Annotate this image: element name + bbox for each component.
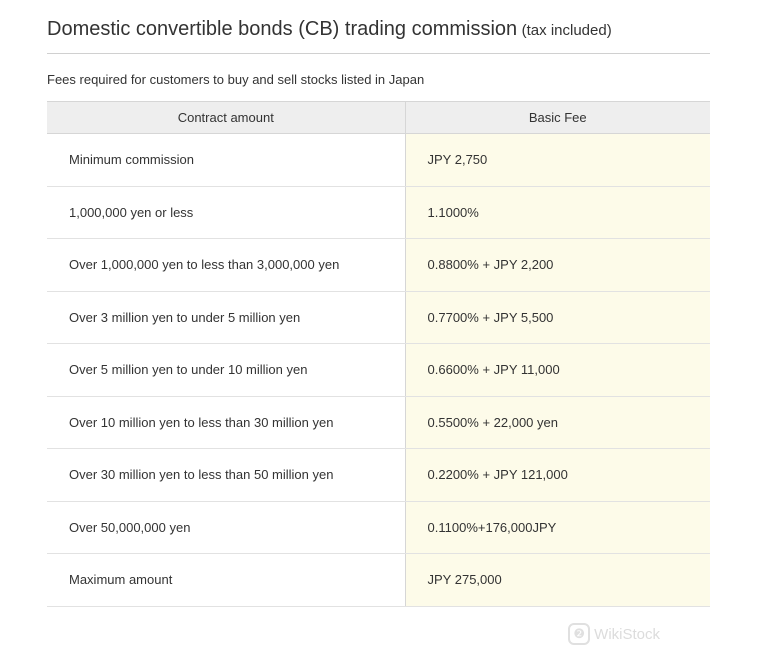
commission-table: Contract amount Basic Fee Minimum commis… xyxy=(47,101,710,607)
table-row: Minimum commission JPY 2,750 xyxy=(47,134,710,187)
cell-contract-amount: Maximum amount xyxy=(47,554,405,607)
cell-contract-amount: Over 5 million yen to under 10 million y… xyxy=(47,344,405,397)
watermark-text: WikiStock xyxy=(594,626,660,643)
page-description: Fees required for customers to buy and s… xyxy=(47,72,710,87)
cell-contract-amount: Minimum commission xyxy=(47,134,405,187)
page-container: { "heading": { "main": "Domestic convert… xyxy=(47,18,710,657)
cell-basic-fee: 0.5500% + 22,000 yen xyxy=(405,396,710,449)
table-row: Maximum amount JPY 275,000 xyxy=(47,554,710,607)
table-row: Over 50,000,000 yen 0.1100%+176,000JPY xyxy=(47,501,710,554)
table-row: Over 3 million yen to under 5 million ye… xyxy=(47,291,710,344)
cell-contract-amount: 1,000,000 yen or less xyxy=(47,186,405,239)
cell-contract-amount: Over 10 million yen to less than 30 mill… xyxy=(47,396,405,449)
table-row: Over 30 million yen to less than 50 mill… xyxy=(47,449,710,502)
cell-basic-fee: 0.7700% + JPY 5,500 xyxy=(405,291,710,344)
watermark: ❷ WikiStock xyxy=(568,623,660,645)
table-header-row: Contract amount Basic Fee xyxy=(47,102,710,134)
cell-basic-fee: 0.6600% + JPY 11,000 xyxy=(405,344,710,397)
cell-contract-amount: Over 50,000,000 yen xyxy=(47,501,405,554)
table-row: 1,000,000 yen or less 1.1000% xyxy=(47,186,710,239)
cell-basic-fee: JPY 275,000 xyxy=(405,554,710,607)
table-header-contract-amount: Contract amount xyxy=(47,102,405,134)
table-row: Over 10 million yen to less than 30 mill… xyxy=(47,396,710,449)
cell-contract-amount: Over 1,000,000 yen to less than 3,000,00… xyxy=(47,239,405,292)
table-header-basic-fee: Basic Fee xyxy=(405,102,710,134)
cell-basic-fee: JPY 2,750 xyxy=(405,134,710,187)
table-row: Over 1,000,000 yen to less than 3,000,00… xyxy=(47,239,710,292)
cell-basic-fee: 0.8800% + JPY 2,200 xyxy=(405,239,710,292)
page-title-block: Domestic convertible bonds (CB) trading … xyxy=(47,18,710,54)
cell-basic-fee: 0.2200% + JPY 121,000 xyxy=(405,449,710,502)
table-row: Over 5 million yen to under 10 million y… xyxy=(47,344,710,397)
page-title: Domestic convertible bonds (CB) trading … xyxy=(47,18,517,40)
cell-contract-amount: Over 3 million yen to under 5 million ye… xyxy=(47,291,405,344)
cell-basic-fee: 1.1000% xyxy=(405,186,710,239)
cell-contract-amount: Over 30 million yen to less than 50 mill… xyxy=(47,449,405,502)
page-title-suffix: (tax included) xyxy=(522,22,612,39)
watermark-icon: ❷ xyxy=(568,623,590,645)
cell-basic-fee: 0.1100%+176,000JPY xyxy=(405,501,710,554)
